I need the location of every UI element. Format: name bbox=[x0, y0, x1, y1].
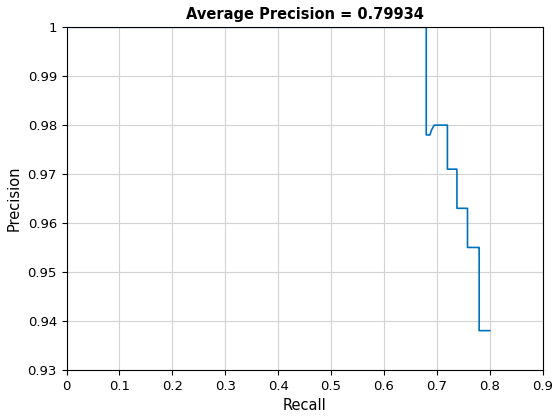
Title: Average Precision = 0.79934: Average Precision = 0.79934 bbox=[186, 7, 423, 22]
X-axis label: Recall: Recall bbox=[283, 398, 326, 413]
Y-axis label: Precision: Precision bbox=[7, 166, 22, 231]
